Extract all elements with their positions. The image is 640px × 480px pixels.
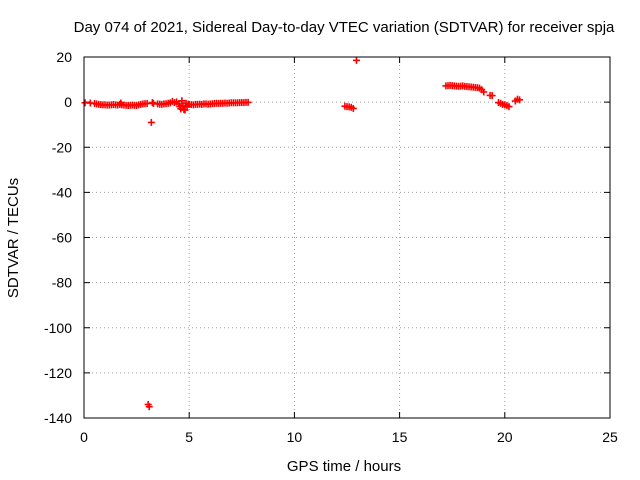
chart-title: Day 074 of 2021, Sidereal Day-to-day VTE…	[74, 19, 615, 36]
y-tick-label: 20	[56, 49, 72, 65]
data-point	[505, 103, 513, 111]
data-point	[145, 403, 153, 411]
data-point	[349, 104, 357, 112]
y-tick-label: -120	[44, 365, 72, 381]
x-tick-label: 20	[497, 429, 513, 445]
x-tick-label: 25	[602, 429, 618, 445]
y-tick-label: -20	[52, 139, 72, 155]
tick-layer	[83, 56, 611, 419]
data-point	[148, 99, 156, 107]
y-tick-label: -80	[52, 275, 72, 291]
y-tick-labels: 20 0 -20 -40 -60 -80 -100 -120 -140	[44, 49, 72, 426]
data-point	[178, 97, 186, 105]
data-point	[516, 96, 524, 104]
y-tick-label: -60	[52, 230, 72, 246]
data-points	[81, 56, 524, 411]
data-point	[480, 88, 488, 96]
y-tick-label: -100	[44, 320, 72, 336]
y-axis-label: SDTVAR / TECUs	[5, 178, 22, 298]
data-point	[488, 92, 496, 100]
data-point	[143, 99, 151, 107]
x-tick-label: 5	[185, 429, 193, 445]
x-tick-labels: 0 5 10 15 20 25	[80, 429, 618, 445]
y-tick-label: -140	[44, 410, 72, 426]
x-tick-label: 10	[287, 429, 303, 445]
data-point	[352, 56, 360, 64]
plot-frame	[83, 56, 611, 419]
data-point	[147, 118, 155, 126]
x-axis-label: GPS time / hours	[287, 458, 401, 475]
y-tick-label: -40	[52, 184, 72, 200]
y-tick-label: 0	[64, 94, 72, 110]
x-tick-label: 0	[80, 429, 88, 445]
data-point	[244, 98, 252, 106]
grid-layer	[84, 57, 610, 418]
x-tick-label: 15	[392, 429, 408, 445]
